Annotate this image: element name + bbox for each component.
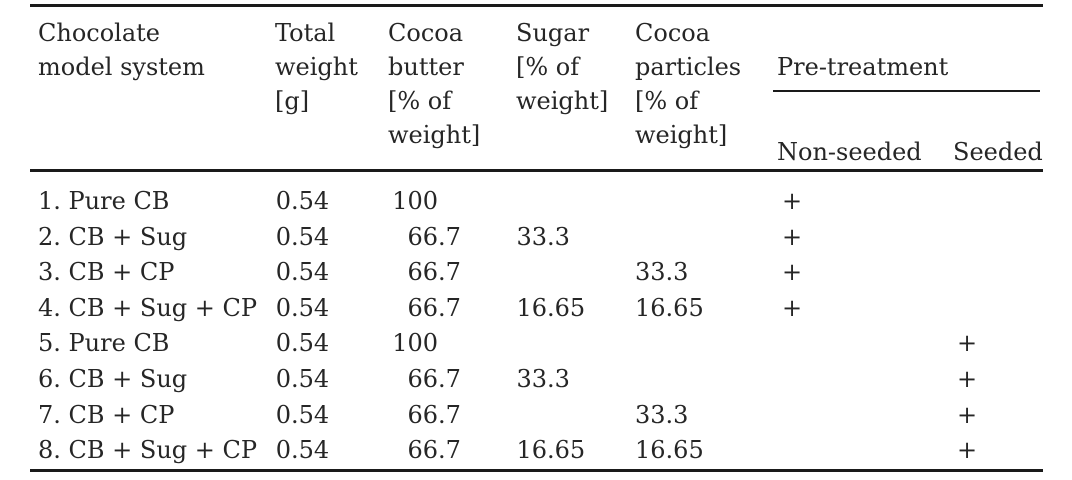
chocolate-model-systems-table: Chocolate model system Total weight [g] … [30, 4, 1043, 472]
cell-system: 2. CB + Sug [38, 222, 188, 251]
table-header: Chocolate model system Total weight [g] … [30, 5, 1043, 172]
cell-cocoa-butter: 66.7 [407, 222, 461, 251]
cell-total-weight: 0.54 [275, 436, 330, 465]
cell-cocoa-particles [631, 220, 773, 256]
cell-sugar [511, 326, 631, 362]
cell-non-seeded: + [782, 187, 803, 215]
cell-non-seeded [773, 433, 948, 470]
cell-cocoa-butter: 66.7 [407, 400, 461, 429]
cell-seeded: + [957, 400, 978, 429]
cell-total-weight: 0.54 [275, 400, 330, 429]
cell-system: 1. Pure CB [38, 187, 170, 215]
header-cocoa-butter: Cocoa butter [% of weight] [383, 5, 511, 172]
cell-sugar [511, 398, 631, 434]
cell-sugar: 16.65 [516, 436, 586, 465]
table-row: 1. Pure CB 0.54 100 + [30, 171, 1043, 220]
cell-sugar: 33.3 [516, 364, 570, 393]
table-row: 4. CB + Sug + CP 0.54 66.7 16.65 16.65 + [30, 291, 1043, 327]
cell-seeded [948, 220, 1043, 256]
cell-cocoa-butter: 66.7 [407, 293, 461, 322]
header-chocolate-model-system: Chocolate model system [30, 5, 270, 172]
cell-total-weight: 0.54 [275, 364, 330, 393]
cell-cocoa-butter: 100 [392, 329, 438, 358]
cell-cocoa-particles: 33.3 [635, 400, 689, 429]
cell-seeded [948, 291, 1043, 327]
cell-total-weight: 0.54 [275, 258, 330, 287]
cell-cocoa-butter: 100 [392, 187, 438, 215]
pre-treatment-label: Pre-treatment [773, 41, 1040, 92]
cell-total-weight: 0.54 [275, 293, 330, 322]
cell-seeded [948, 171, 1043, 220]
cell-total-weight: 0.54 [275, 222, 330, 251]
cell-cocoa-butter: 66.7 [407, 364, 461, 393]
cell-cocoa-particles: 33.3 [635, 258, 689, 287]
cell-system: 8. CB + Sug + CP [38, 436, 258, 465]
cell-cocoa-particles: 16.65 [635, 436, 704, 465]
header-cocoa-particles: Cocoa particles [% of weight] [631, 5, 773, 172]
cell-sugar: 16.65 [516, 293, 586, 322]
header-total-weight: Total weight [g] [270, 5, 383, 172]
cell-system: 7. CB + CP [38, 400, 175, 429]
cell-non-seeded: + [782, 293, 803, 322]
cell-system: 6. CB + Sug [38, 364, 188, 393]
header-seeded: Seeded [948, 126, 1043, 172]
cell-non-seeded [773, 362, 948, 398]
cell-seeded: + [957, 329, 978, 358]
header-row-sub: Non-seeded Seeded [30, 126, 1043, 172]
table-row: 5. Pure CB 0.54 100 + [30, 326, 1043, 362]
header-sugar: Sugar [% of weight] [511, 5, 631, 172]
table-body: 1. Pure CB 0.54 100 + 2. CB + Sug 0.54 6… [30, 171, 1043, 471]
cell-sugar [511, 171, 631, 220]
cell-cocoa-particles [631, 171, 773, 220]
cell-total-weight: 0.54 [275, 187, 330, 215]
table-row: 7. CB + CP 0.54 66.7 33.3 + [30, 398, 1043, 434]
header-non-seeded: Non-seeded [773, 126, 948, 172]
cell-cocoa-particles [631, 326, 773, 362]
cell-total-weight: 0.54 [275, 329, 330, 358]
cell-system: 3. CB + CP [38, 258, 175, 287]
cell-cocoa-particles [631, 362, 773, 398]
cell-non-seeded: + [782, 222, 803, 251]
cell-non-seeded: + [782, 258, 803, 287]
cell-non-seeded [773, 326, 948, 362]
table-row: 2. CB + Sug 0.54 66.7 33.3 + [30, 220, 1043, 256]
cell-system: 5. Pure CB [38, 329, 170, 358]
cell-sugar [511, 255, 631, 291]
cell-cocoa-butter: 66.7 [407, 258, 461, 287]
cell-seeded [948, 255, 1043, 291]
cell-sugar: 33.3 [516, 222, 570, 251]
table-row: 3. CB + CP 0.54 66.7 33.3 + [30, 255, 1043, 291]
cell-seeded: + [957, 436, 978, 465]
table-row: 6. CB + Sug 0.54 66.7 33.3 + [30, 362, 1043, 398]
header-row-main: Chocolate model system Total weight [g] … [30, 5, 1043, 172]
cell-seeded: + [957, 364, 978, 393]
header-pre-treatment: Pre-treatment [773, 6, 1043, 127]
table-row: 8. CB + Sug + CP 0.54 66.7 16.65 16.65 + [30, 433, 1043, 470]
cell-cocoa-particles: 16.65 [635, 293, 704, 322]
cell-non-seeded [773, 398, 948, 434]
cell-cocoa-butter: 66.7 [407, 436, 461, 465]
cell-system: 4. CB + Sug + CP [38, 293, 258, 322]
